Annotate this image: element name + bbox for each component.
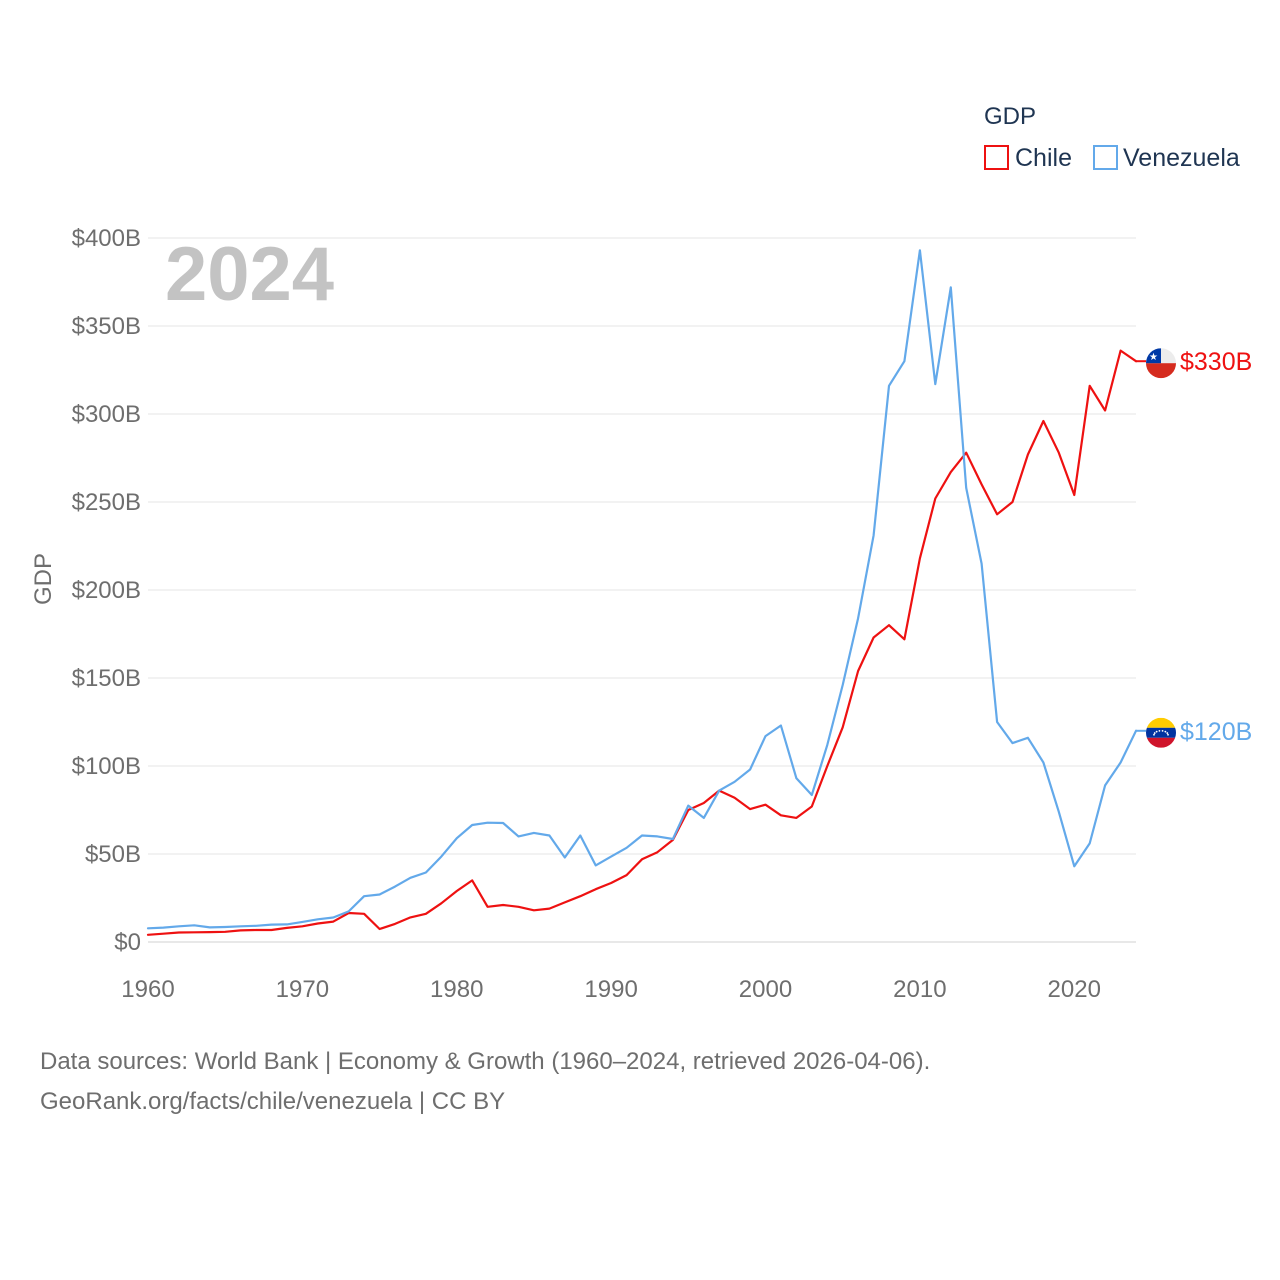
footer-sources: Data sources: World Bank | Economy & Gro…	[40, 1048, 931, 1075]
footer-attribution: GeoRank.org/facts/chile/venezuela | CC B…	[40, 1088, 506, 1115]
y-axis-ticks: $0 $50B $100B $150B $200B $250B $300B $350B $400…	[72, 225, 141, 956]
legend-label-venezuela: Venezuela	[1123, 144, 1240, 172]
legend-label-chile: Chile	[1015, 144, 1072, 172]
chile-flag-icon: ★	[1146, 348, 1176, 379]
y-axis-title: GDP	[30, 553, 57, 605]
grid-lines	[148, 237, 1136, 943]
year-label: 2024	[165, 232, 334, 317]
y-tick-label: $100B	[72, 753, 141, 780]
y-tick-label: $250B	[72, 489, 141, 516]
legend-item-chile[interactable]: Chile	[984, 144, 1072, 172]
x-tick-label: 1970	[276, 976, 329, 1003]
end-label-chile: $330B	[1180, 348, 1252, 376]
y-tick-label: $0	[114, 929, 141, 956]
end-label-venezuela: $120B	[1180, 718, 1252, 746]
x-tick-label: 1960	[121, 976, 174, 1003]
gdp-line-chart: $0 $50B $100B $150B $200B $250B $300B $350B $400…	[30, 103, 1252, 1003]
venezuela-flag-icon	[1146, 717, 1176, 748]
y-tick-label: $300B	[72, 401, 141, 428]
legend-item-venezuela[interactable]: Venezuela	[1093, 144, 1240, 172]
y-tick-label: $200B	[72, 577, 141, 604]
series-lines	[146, 249, 1138, 936]
legend-title: GDP	[984, 103, 1036, 130]
footer: Data sources: World Bank | Economy & Gro…	[40, 1042, 930, 1122]
y-tick-label: $350B	[72, 313, 141, 340]
series-line-chile[interactable]	[146, 349, 1138, 936]
y-tick-label: $50B	[85, 841, 141, 868]
series-end-labels: ★ $330B $120B	[1136, 348, 1252, 748]
x-tick-label: 2020	[1048, 976, 1101, 1003]
y-tick-label: $400B	[72, 225, 141, 252]
x-tick-label: 2000	[739, 976, 792, 1003]
series-line-venezuela[interactable]	[146, 249, 1138, 930]
x-tick-label: 1980	[430, 976, 483, 1003]
x-tick-label: 1990	[584, 976, 637, 1003]
x-axis-ticks: 1960 1970 1980 1990 2000 2010 2020	[121, 976, 1101, 1003]
legend-swatch-chile	[984, 145, 1009, 170]
legend-swatch-venezuela	[1093, 145, 1118, 170]
legend: GDP Chile Venezuela	[984, 103, 1240, 172]
svg-text:★: ★	[1149, 352, 1158, 363]
y-tick-label: $150B	[72, 665, 141, 692]
x-tick-label: 2010	[893, 976, 946, 1003]
